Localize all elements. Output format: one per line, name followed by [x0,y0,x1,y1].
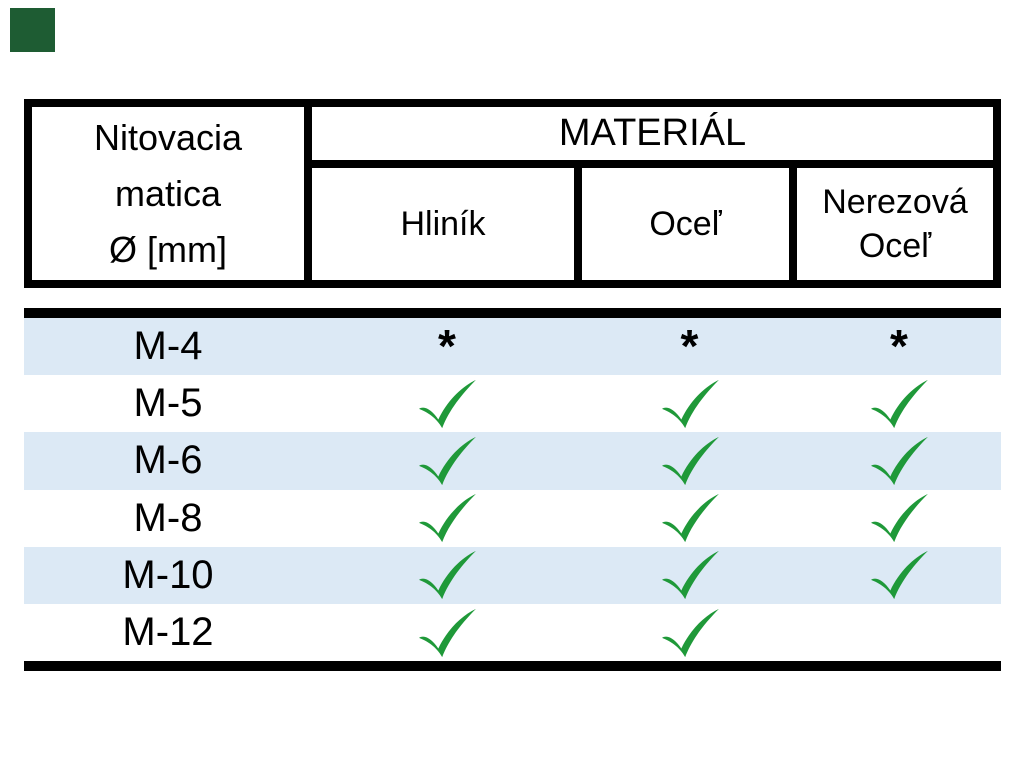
spec-table-body: M-4 * * * M-5 M-6 M-8 [24,308,1001,672]
check-icon [419,551,476,600]
table-row: M-12 [24,603,1001,662]
row-header-line-3: Ø [mm] [109,228,227,270]
check-icon [419,494,476,543]
table-row: M-10 [24,546,1001,604]
symbol-cell [312,604,582,661]
symbol-cell [582,490,797,547]
material-header-cell: MATERIÁL [312,107,993,168]
check-icon [661,608,719,657]
material-subheaders: Hliník Oceľ Nerezová Oceľ [312,168,993,280]
symbol-cell [797,490,1001,547]
symbol-cell [797,547,1001,604]
check-icon [419,379,476,428]
row-label: M-5 [133,381,203,426]
spec-table-header: Nitovacia matica Ø [mm] MATERIÁL Hliník … [24,99,1001,288]
symbol-cell [582,375,797,432]
symbol-cell [797,432,1001,489]
row-label: M-12 [122,610,214,655]
check-icon [871,551,928,600]
table-row: M-5 [24,375,1001,433]
symbol-cell [582,604,797,661]
check-icon [871,379,928,428]
column-header-ocel: Oceľ [582,168,797,280]
table-row: M-4 * * * [24,318,1001,376]
column-header-nerezova-ocel: Nerezová Oceľ [822,183,968,265]
symbol-cell [797,604,1001,661]
symbol-cell: * [890,320,908,373]
check-icon [661,379,719,428]
symbol-cell [582,547,797,604]
check-icon [661,436,719,486]
row-label: M-8 [133,495,203,540]
material-label: MATERIÁL [558,112,747,154]
row-label: M-4 [133,324,203,369]
check-icon [871,494,928,543]
check-icon [419,608,476,657]
row-header-line-2: matica [114,172,222,214]
table-row: M-8 [24,489,1001,547]
check-icon [661,551,719,600]
symbol-cell [312,490,582,547]
symbol-cell: * [438,320,456,373]
row-label: M-10 [122,552,214,597]
check-icon [419,436,476,486]
row-header-line-1: Nitovacia [93,116,243,158]
check-icon [871,436,928,486]
column-header-hlinik: Hliník [312,168,582,280]
symbol-cell: * [680,320,699,373]
row-label: M-6 [133,438,203,483]
symbol-cell [312,375,582,432]
symbol-cell [312,547,582,604]
symbol-cell [312,432,582,489]
symbol-cell [582,432,797,489]
check-icon [661,494,719,543]
green-square-logo [10,8,55,52]
symbol-cell [797,375,1001,432]
table-row: M-6 [24,432,1001,490]
material-header-group: MATERIÁL Hliník Oceľ Nerezová Oceľ [312,107,993,280]
row-header-cell: Nitovacia matica Ø [mm] [32,107,312,280]
